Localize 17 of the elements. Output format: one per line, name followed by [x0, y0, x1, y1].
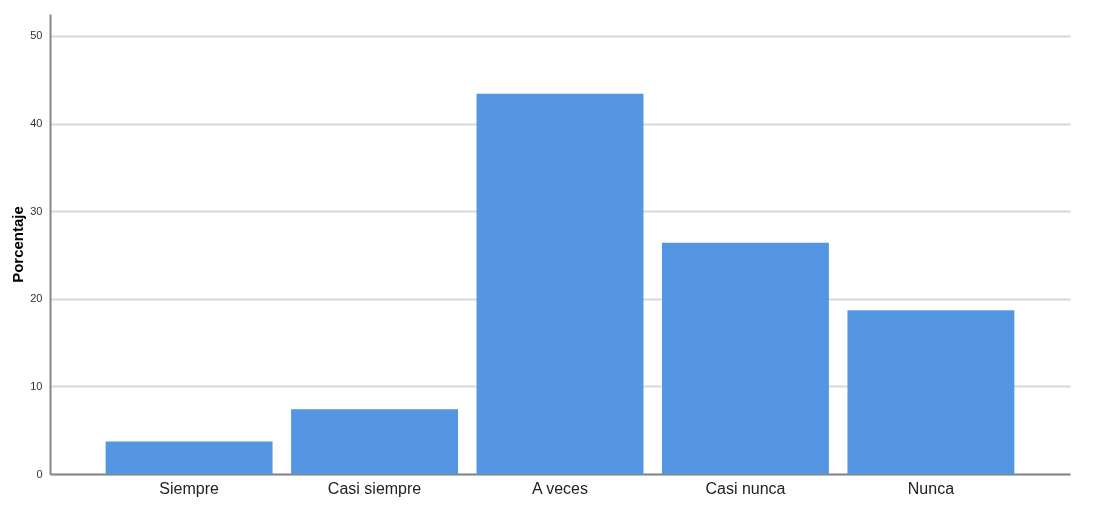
- bar: [476, 93, 644, 474]
- y-tick-label: 30: [30, 204, 43, 217]
- y-tick-label: 50: [30, 29, 43, 42]
- bar: [291, 409, 458, 474]
- y-tick-label: 0: [36, 467, 43, 480]
- y-tick-label: 40: [30, 117, 43, 130]
- y-tick-label: 20: [30, 292, 43, 305]
- x-tick-label: Nunca: [907, 479, 955, 497]
- x-tick-label: Siempre: [159, 479, 219, 497]
- bar: [105, 441, 273, 474]
- bar: [662, 242, 829, 474]
- x-tick-label: Casi nunca: [705, 479, 786, 497]
- y-axis-title: Porcentaje: [9, 206, 27, 283]
- x-tick-label: A veces: [531, 479, 589, 497]
- y-tick-label: 10: [30, 379, 43, 392]
- x-tick-label: Casi siempre: [327, 479, 422, 497]
- bar: [847, 310, 1015, 474]
